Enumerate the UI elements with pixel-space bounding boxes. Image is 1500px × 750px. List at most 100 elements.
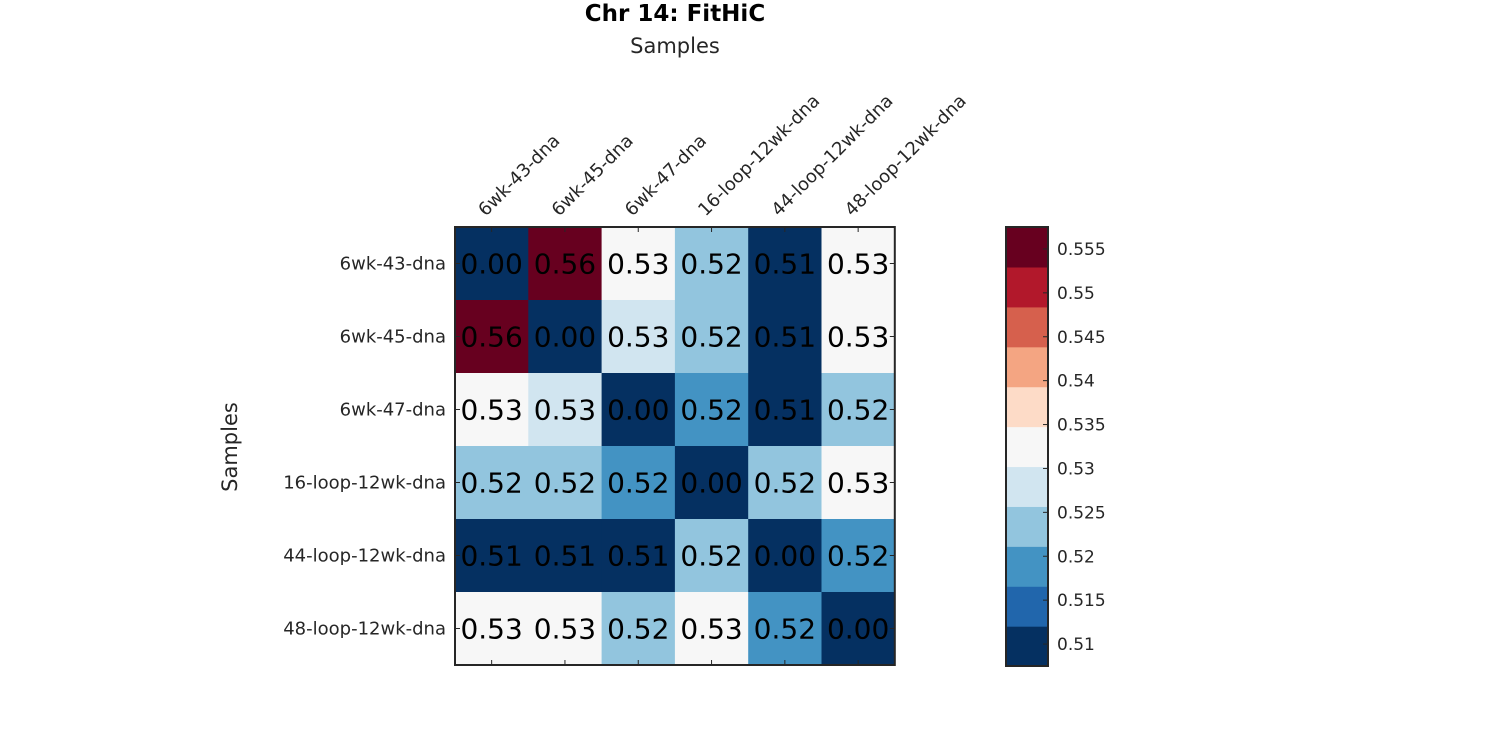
cell-value-label: 0.00: [460, 248, 522, 281]
cell-value-label: 0.00: [754, 540, 816, 573]
cell-value-label: 0.56: [534, 248, 596, 281]
y-axis-label: Samples: [218, 402, 242, 492]
cell-value-label: 0.52: [607, 613, 669, 646]
cell-value-label: 0.53: [680, 613, 742, 646]
heatmap-cell: [821, 373, 896, 447]
heatmap-frame: [454, 226, 896, 666]
heatmap-cell: [455, 227, 529, 301]
cell-value-label: 0.52: [827, 540, 889, 573]
colorbar-tick-label: 0.515: [1057, 591, 1106, 611]
heatmap-cell: [528, 519, 603, 593]
heatmap-cell: [601, 373, 676, 447]
colorbar-tick-label: 0.545: [1057, 328, 1106, 348]
colorbar-tick-label: 0.55: [1057, 284, 1095, 304]
cell-value-label: 0.00: [827, 613, 889, 646]
heatmap-cell: [821, 227, 896, 301]
colorbar-band: [1006, 546, 1048, 587]
heatmap-cell: [748, 227, 823, 301]
heatmap-cell: [455, 300, 529, 374]
colorbar-tick-label: 0.54: [1057, 372, 1095, 392]
colorbar-band: [1006, 346, 1048, 388]
heatmap-cell: [748, 373, 823, 447]
x-axis-label: Samples: [630, 34, 720, 58]
heatmap-cell: [821, 519, 896, 593]
cell-value-label: 0.51: [607, 540, 669, 573]
heatmap-cell: [455, 373, 529, 447]
y-tick-label: 48-loop-12wk-dna: [283, 619, 446, 640]
heatmap-cell: [455, 519, 529, 593]
cell-value-label: 0.51: [754, 321, 816, 354]
colorbar-band: [1006, 506, 1048, 547]
heatmap-cell: [674, 519, 749, 593]
heatmap-cell: [748, 446, 823, 520]
y-tick-labels: 6wk-43-dna 6wk-45-dna 6wk-47-dna 16-loop-12…: [283, 254, 446, 640]
y-tick-label: 6wk-43-dna: [340, 254, 446, 275]
cell-value-label: 0.52: [534, 467, 596, 500]
cell-value-label: 0.56: [460, 321, 522, 354]
heatmap-cell: [821, 300, 896, 374]
colorbar-tick-label: 0.52: [1057, 547, 1095, 567]
heatmap-cell: [601, 446, 676, 520]
cell-value-label: 0.53: [827, 467, 889, 500]
heatmap-cell: [601, 592, 676, 666]
colorbar-band: [1006, 626, 1048, 667]
colorbar-tick-label: 0.51: [1057, 635, 1095, 655]
heatmap-cell: [821, 446, 896, 520]
cell-value-label: 0.53: [827, 321, 889, 354]
chart-title: Chr 14: FitHiC: [585, 1, 765, 27]
heatmap-cell: [528, 592, 603, 666]
cell-value-label: 0.51: [754, 248, 816, 281]
heatmap-cell: [674, 373, 749, 447]
y-tick-label: 44-loop-12wk-dna: [283, 546, 446, 567]
colorbar-tick-label: 0.555: [1057, 240, 1106, 260]
colorbar-band: [1006, 426, 1048, 468]
cell-value-label: 0.00: [680, 467, 742, 500]
cell-value-label: 0.53: [534, 613, 596, 646]
colorbar-tick-label: 0.53: [1057, 459, 1095, 479]
colorbar-band: [1006, 227, 1048, 268]
heatmap-cell: [601, 227, 676, 301]
y-tick-label: 6wk-47-dna: [340, 400, 446, 421]
y-tick-label: 16-loop-12wk-dna: [283, 473, 446, 494]
x-tick-label: 16-loop-12wk-dna: [694, 91, 824, 221]
cell-value-label: 0.52: [460, 467, 522, 500]
colorbar-tick-label: 0.525: [1057, 503, 1106, 523]
cell-value-label: 0.52: [754, 467, 816, 500]
heatmap-cell: [601, 519, 676, 593]
heatmap-cell: [748, 519, 823, 593]
cell-value-label: 0.00: [607, 394, 669, 427]
colorbar-band: [1006, 386, 1048, 428]
cell-value-label: 0.00: [534, 321, 596, 354]
cell-value-label: 0.53: [827, 248, 889, 281]
x-tick-labels: 6wk-43-dna6wk-45-dna6wk-47-dna16-loop-12…: [474, 91, 970, 221]
cell-value-label: 0.52: [827, 394, 889, 427]
colorbar-tick-label: 0.535: [1057, 416, 1106, 436]
cell-value-label: 0.51: [534, 540, 596, 573]
y-tick-label: 6wk-45-dna: [340, 327, 446, 348]
x-tick-label: 48-loop-12wk-dna: [841, 91, 971, 221]
colorbar-band: [1006, 266, 1048, 308]
cell-value-label: 0.51: [460, 540, 522, 573]
cell-value-label: 0.51: [754, 394, 816, 427]
cell-value-label: 0.52: [607, 467, 669, 500]
heatmap-cell: [528, 446, 603, 520]
heatmap-cell: [528, 373, 603, 447]
heatmap-cell: [528, 227, 603, 301]
heatmap-cell: [674, 300, 749, 374]
cell-value-label: 0.53: [607, 248, 669, 281]
cell-value-label: 0.53: [460, 613, 522, 646]
heatmap-cell: [674, 227, 749, 301]
heatmap-cell: [528, 300, 603, 374]
cell-value-label: 0.53: [607, 321, 669, 354]
colorbar-band: [1006, 306, 1048, 348]
colorbar-band: [1006, 466, 1048, 507]
cell-value-label: 0.53: [460, 394, 522, 427]
cell-value-label: 0.52: [754, 613, 816, 646]
heatmap-cell: [748, 592, 823, 666]
heatmap-cell: [674, 446, 749, 520]
heatmap-cell: [748, 300, 823, 374]
cell-value-label: 0.52: [680, 394, 742, 427]
cell-value-label: 0.52: [680, 540, 742, 573]
heatmap-cell: [821, 592, 896, 666]
